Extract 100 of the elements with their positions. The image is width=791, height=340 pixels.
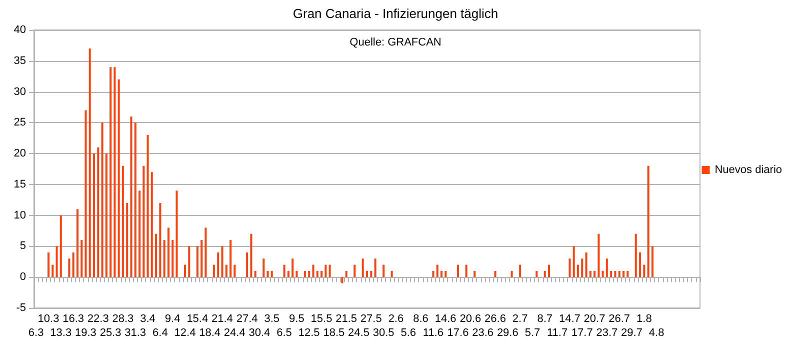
bar — [88, 48, 91, 278]
bar — [634, 234, 637, 278]
x-tick-label: 30.4 — [248, 327, 270, 339]
bar — [229, 240, 232, 278]
x-tick-label: 3.4 — [140, 313, 156, 325]
bar — [234, 264, 236, 278]
x-tick-label: 2.6 — [388, 313, 404, 325]
bar — [138, 190, 140, 278]
bar — [651, 246, 654, 278]
chart-title: Gran Canaria - Infizierungen täglich — [292, 6, 498, 21]
x-tick-label: 6.5 — [276, 327, 292, 339]
bar — [217, 252, 220, 278]
bar — [221, 246, 224, 278]
x-tick-label: 18.4 — [199, 327, 221, 339]
bar — [362, 258, 364, 278]
bar — [354, 264, 356, 278]
x-tick-label: 4.8 — [648, 327, 664, 339]
y-tick-label: 15 — [14, 178, 26, 190]
x-tick-label: 21.4 — [212, 313, 233, 325]
bar — [68, 258, 70, 278]
bar — [465, 264, 468, 278]
x-tick-label: 3.5 — [264, 313, 280, 325]
bar — [602, 270, 604, 278]
bar — [345, 270, 348, 278]
bar — [647, 166, 650, 278]
bar — [594, 270, 596, 278]
bar — [163, 240, 166, 278]
x-tick-label: 26.7 — [608, 313, 630, 325]
bar — [92, 154, 95, 278]
bar — [76, 209, 78, 278]
bar — [176, 190, 178, 278]
bar — [105, 154, 108, 278]
y-tick-label: 25 — [14, 116, 26, 129]
x-tick-label: 26.6 — [484, 313, 506, 325]
x-tick-label: 15.5 — [310, 313, 332, 325]
x-tick-label: 11.7 — [546, 327, 568, 339]
x-tick-label: 23.7 — [596, 327, 618, 339]
annotation: Quelle: GRAFCAN — [350, 36, 442, 48]
bar — [204, 228, 207, 278]
bar — [212, 264, 215, 278]
bar — [167, 228, 170, 278]
x-tick-label: 31.3 — [124, 327, 146, 339]
bar — [118, 79, 120, 278]
bar — [390, 270, 393, 278]
x-tick-label: 18.5 — [323, 327, 345, 339]
bar — [110, 67, 112, 278]
x-tick-label: 24.4 — [224, 327, 246, 339]
bar — [320, 270, 322, 278]
x-tick-label: 13.3 — [50, 327, 72, 339]
bar — [225, 264, 228, 278]
x-tick-label: 9.5 — [289, 313, 304, 325]
x-tick-label: 21.5 — [336, 313, 358, 325]
bar — [262, 258, 265, 278]
bar — [84, 110, 87, 278]
legend-label: Nuevos diario — [714, 164, 782, 176]
bar — [270, 270, 273, 278]
x-tick-label: 12.4 — [174, 327, 196, 339]
x-tick-label: 1.8 — [636, 313, 652, 325]
bar — [312, 264, 314, 278]
y-tick-label: 10 — [14, 209, 26, 222]
bar — [246, 252, 248, 278]
bar — [97, 147, 100, 278]
x-tick-label: 10.3 — [38, 313, 60, 325]
bar — [494, 270, 496, 278]
bar — [184, 264, 186, 278]
bar — [598, 234, 600, 278]
bar — [150, 172, 153, 278]
bar — [324, 264, 327, 278]
bar — [432, 270, 434, 278]
x-tick-label: 17.7 — [571, 327, 593, 339]
x-tick-label: 16.3 — [62, 313, 84, 325]
y-tick-label: 0 — [20, 271, 26, 284]
bar — [172, 240, 174, 278]
bar — [328, 264, 331, 278]
x-tick-label: 6.4 — [152, 327, 168, 339]
x-tick-label: 12.5 — [298, 327, 320, 339]
x-tick-label: 5.6 — [400, 327, 416, 339]
bar — [80, 240, 83, 278]
x-tick-label: 27.5 — [360, 313, 382, 325]
bar — [283, 264, 286, 278]
x-tick-label: 14.7 — [558, 313, 580, 325]
x-tick-label: 27.4 — [236, 313, 258, 325]
bar — [122, 166, 124, 278]
bar — [130, 116, 132, 278]
x-tick-label: 14.6 — [434, 313, 456, 325]
bar — [47, 252, 50, 278]
x-tick-label: 20.7 — [584, 313, 606, 325]
bar — [370, 270, 372, 278]
y-tick-label: 40 — [14, 24, 26, 36]
bar — [101, 122, 104, 278]
bar — [250, 234, 252, 278]
x-tick-label: 5.7 — [524, 327, 540, 339]
x-tick-label: 2.7 — [512, 313, 528, 325]
bar — [188, 246, 190, 278]
x-tick-label: 19.3 — [74, 327, 96, 339]
bar — [614, 270, 616, 278]
bar — [114, 67, 116, 278]
bar — [572, 246, 575, 278]
bar — [374, 258, 376, 278]
y-tick-label: 35 — [14, 54, 26, 67]
